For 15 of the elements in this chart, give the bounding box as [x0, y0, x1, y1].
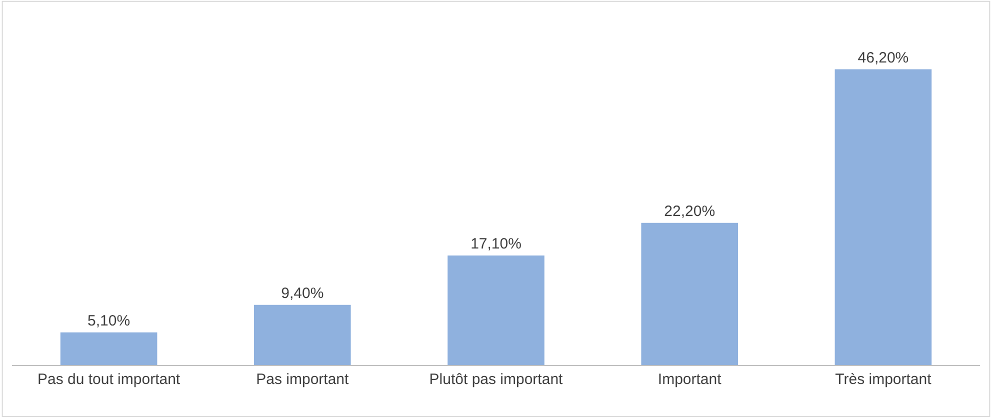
data-label: 5,10%	[88, 312, 130, 330]
bar	[60, 332, 158, 365]
bar	[834, 69, 932, 365]
x-tick-label: Important	[658, 371, 722, 388]
data-label: 9,40%	[281, 284, 324, 302]
x-tick-label: Pas important	[256, 371, 350, 388]
x-tick-label: Plutôt pas important	[429, 371, 564, 388]
bar	[641, 222, 738, 365]
bar	[254, 304, 351, 365]
x-tick-label: Très important	[835, 371, 932, 388]
bar	[448, 256, 544, 365]
data-label: 46,20%	[858, 49, 909, 66]
x-tick-label: Pas du tout important	[38, 371, 181, 388]
data-label: 22,20%	[664, 202, 716, 220]
data-label: 17,10%	[470, 236, 522, 253]
